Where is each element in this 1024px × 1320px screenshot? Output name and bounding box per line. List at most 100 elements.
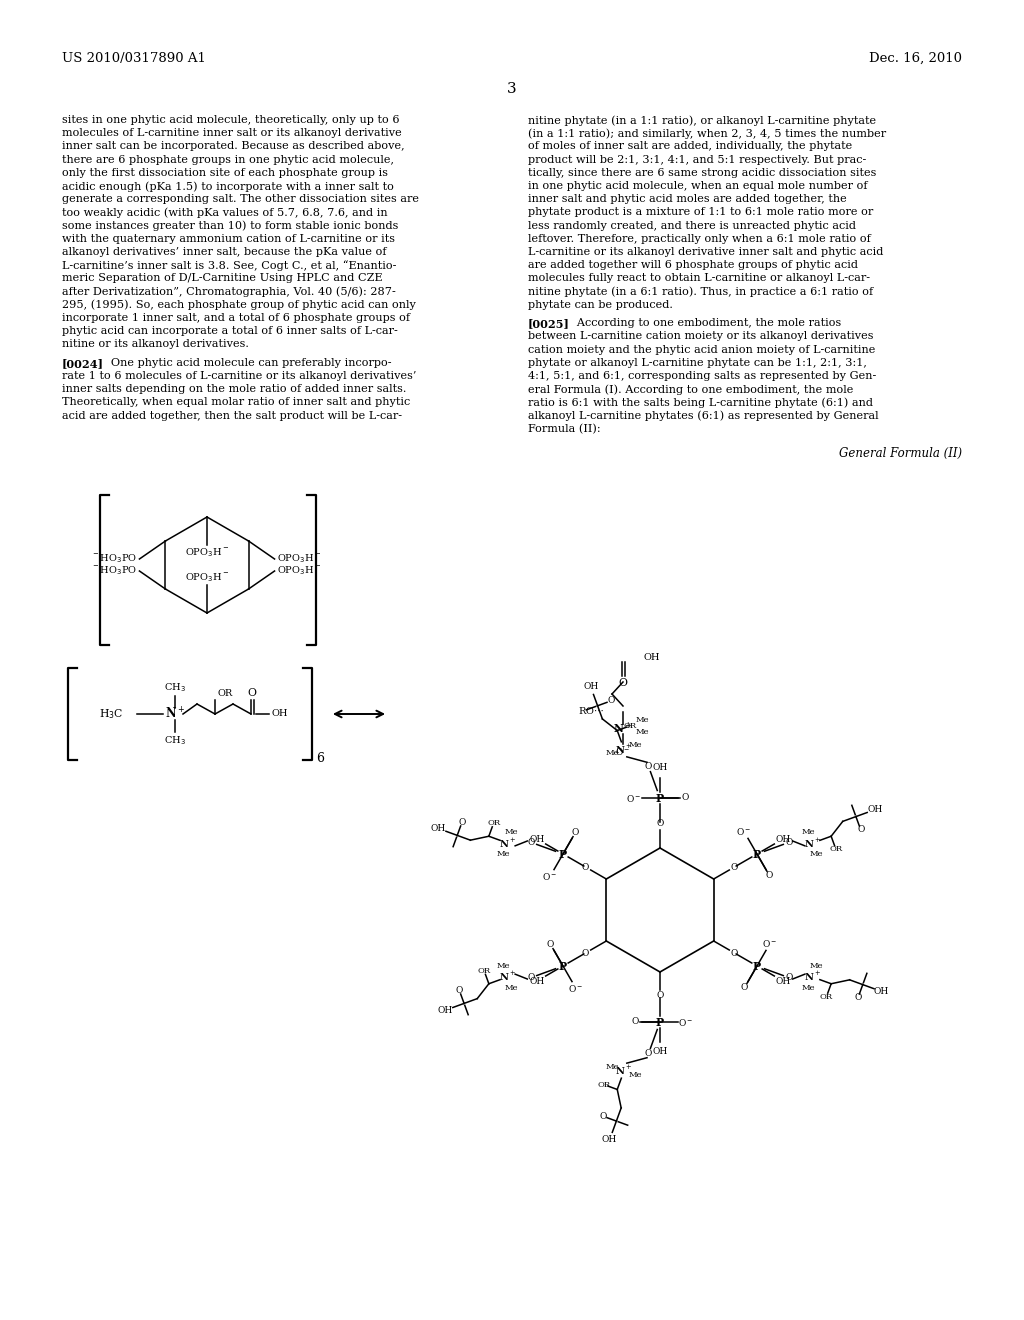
Text: acidic enough (pKa 1.5) to incorporate with a inner salt to: acidic enough (pKa 1.5) to incorporate w… [62, 181, 394, 191]
Text: Me: Me [629, 1071, 642, 1078]
Text: phytate can be produced.: phytate can be produced. [528, 300, 673, 310]
Text: eral Formula (I). According to one embodiment, the mole: eral Formula (I). According to one embod… [528, 384, 853, 395]
Text: are added together will 6 phosphate groups of phytic acid: are added together will 6 phosphate grou… [528, 260, 858, 271]
Text: OR: OR [829, 845, 843, 854]
Text: some instances greater than 10) to form stable ionic bonds: some instances greater than 10) to form … [62, 220, 398, 231]
Text: OH: OH [775, 834, 791, 843]
Text: Me: Me [636, 715, 649, 723]
Text: between L-carnitine cation moiety or its alkanoyl derivatives: between L-carnitine cation moiety or its… [528, 331, 873, 342]
Text: OR: OR [624, 722, 637, 730]
Text: Me: Me [505, 828, 518, 836]
Text: cation moiety and the phytic acid anion moiety of L-carnitine: cation moiety and the phytic acid anion … [528, 345, 876, 355]
Text: acid are added together, then the salt product will be L-car-: acid are added together, then the salt p… [62, 411, 402, 421]
Text: nitine or its alkanoyl derivatives.: nitine or its alkanoyl derivatives. [62, 339, 249, 350]
Text: O$^-$: O$^-$ [615, 746, 631, 756]
Text: inner salts depending on the mole ratio of added inner salts.: inner salts depending on the mole ratio … [62, 384, 407, 395]
Text: N$^+$: N$^+$ [615, 1064, 633, 1077]
Text: OH: OH [602, 1135, 617, 1144]
Text: N$^+$: N$^+$ [804, 837, 821, 850]
Text: of moles of inner salt are added, individually, the phytate: of moles of inner salt are added, indivi… [528, 141, 852, 152]
Text: OH: OH [583, 682, 598, 692]
Text: RO$\cdots$: RO$\cdots$ [578, 705, 604, 715]
Text: O: O [459, 817, 466, 826]
Text: OPO$_3$H$^-$: OPO$_3$H$^-$ [276, 553, 321, 565]
Text: OPO$_3$H$^-$: OPO$_3$H$^-$ [185, 546, 229, 558]
Text: O: O [731, 862, 738, 871]
Text: [0024]: [0024] [62, 358, 104, 368]
Text: OR: OR [487, 820, 500, 828]
Text: molecules fully react to obtain L-carnitine or alkanoyl L-car-: molecules fully react to obtain L-carnit… [528, 273, 870, 284]
Text: P: P [753, 849, 761, 859]
Text: OR: OR [477, 966, 490, 974]
Text: only the first dissociation site of each phosphate group is: only the first dissociation site of each… [62, 168, 388, 178]
Text: P: P [656, 1016, 664, 1027]
Text: H$_3$C: H$_3$C [98, 708, 123, 721]
Text: Me: Me [810, 850, 823, 858]
Text: O: O [248, 688, 256, 698]
Text: OR: OR [820, 993, 833, 1001]
Text: Me: Me [810, 962, 823, 970]
Text: nitine phytate (in a 6:1 ratio). Thus, in practice a 6:1 ratio of: nitine phytate (in a 6:1 ratio). Thus, i… [528, 286, 873, 297]
Text: less randomly created, and there is unreacted phytic acid: less randomly created, and there is unre… [528, 220, 856, 231]
Text: Me: Me [505, 985, 518, 993]
Text: O$^-$: O$^-$ [678, 1016, 693, 1027]
Text: OR: OR [217, 689, 232, 698]
Text: alkanoyl derivatives’ inner salt, because the pKa value of: alkanoyl derivatives’ inner salt, becaus… [62, 247, 386, 257]
Text: L-carnitine or its alkanoyl derivative inner salt and phytic acid: L-carnitine or its alkanoyl derivative i… [528, 247, 884, 257]
Text: Me: Me [497, 962, 510, 970]
Text: OH: OH [652, 763, 668, 772]
Text: N$^+$: N$^+$ [499, 837, 516, 850]
Text: O: O [740, 983, 749, 993]
Text: Dec. 16, 2010: Dec. 16, 2010 [869, 51, 962, 65]
Text: incorporate 1 inner salt, and a total of 6 phosphate groups of: incorporate 1 inner salt, and a total of… [62, 313, 410, 323]
Text: CH$_3$: CH$_3$ [164, 734, 186, 747]
Text: O: O [731, 949, 738, 957]
Text: According to one embodiment, the mole ratios: According to one embodiment, the mole ra… [566, 318, 842, 329]
Text: OH: OH [867, 805, 883, 814]
Text: O: O [785, 973, 793, 982]
Text: OH: OH [873, 987, 889, 997]
Text: there are 6 phosphate groups in one phytic acid molecule,: there are 6 phosphate groups in one phyt… [62, 154, 394, 165]
Text: OPO$_3$H$^-$: OPO$_3$H$^-$ [185, 572, 229, 583]
Text: 4:1, 5:1, and 6:1, corresponding salts as represented by Gen-: 4:1, 5:1, and 6:1, corresponding salts a… [528, 371, 877, 381]
Text: OH: OH [652, 1048, 668, 1056]
Text: O: O [656, 820, 664, 829]
Text: O: O [599, 1111, 607, 1121]
Text: phytate product is a mixture of 1:1 to 6:1 mole ratio more or: phytate product is a mixture of 1:1 to 6… [528, 207, 873, 218]
Text: Me: Me [802, 985, 815, 993]
Text: Theoretically, when equal molar ratio of inner salt and phytic: Theoretically, when equal molar ratio of… [62, 397, 411, 408]
Text: sites in one phytic acid molecule, theoretically, only up to 6: sites in one phytic acid molecule, theor… [62, 115, 399, 125]
Text: Formula (II):: Formula (II): [528, 424, 601, 434]
Text: O: O [547, 940, 554, 949]
Text: leftover. Therefore, practically only when a 6:1 mole ratio of: leftover. Therefore, practically only wh… [528, 234, 870, 244]
Text: generate a corresponding salt. The other dissociation sites are: generate a corresponding salt. The other… [62, 194, 419, 205]
Text: P: P [753, 961, 761, 972]
Text: OH: OH [775, 977, 791, 986]
Text: O: O [681, 793, 689, 803]
Text: 295, (1995). So, each phosphate group of phytic acid can only: 295, (1995). So, each phosphate group of… [62, 300, 416, 310]
Text: O: O [618, 678, 628, 688]
Text: OH: OH [529, 977, 545, 986]
Text: phytic acid can incorporate a total of 6 inner salts of L-car-: phytic acid can incorporate a total of 6… [62, 326, 397, 337]
Text: O: O [854, 993, 861, 1002]
Text: in one phytic acid molecule, when an equal mole number of: in one phytic acid molecule, when an equ… [528, 181, 867, 191]
Text: O$^-$: O$^-$ [543, 871, 558, 882]
Text: inner salt and phytic acid moles are added together, the: inner salt and phytic acid moles are add… [528, 194, 847, 205]
Text: O: O [645, 762, 652, 771]
Text: N$^+$: N$^+$ [499, 970, 516, 983]
Text: alkanoyl L-carnitine phytates (6:1) as represented by General: alkanoyl L-carnitine phytates (6:1) as r… [528, 411, 879, 421]
Text: US 2010/0317890 A1: US 2010/0317890 A1 [62, 51, 206, 65]
Text: too weakly acidic (with pKa values of 5.7, 6.8, 7.6, and in: too weakly acidic (with pKa values of 5.… [62, 207, 388, 218]
Text: Me: Me [629, 742, 642, 750]
Text: N$^+$: N$^+$ [165, 706, 185, 722]
Text: O: O [582, 949, 589, 957]
Text: OPO$_3$H$^-$: OPO$_3$H$^-$ [276, 565, 321, 577]
Text: O: O [582, 862, 589, 871]
Text: [0025]: [0025] [528, 318, 570, 329]
Text: 6: 6 [316, 752, 324, 766]
Text: N$^+$: N$^+$ [615, 743, 633, 756]
Text: General Formula (II): General Formula (II) [839, 447, 962, 461]
Text: O: O [857, 825, 864, 834]
Text: 3: 3 [507, 82, 517, 96]
Text: N$^+$: N$^+$ [613, 721, 633, 735]
